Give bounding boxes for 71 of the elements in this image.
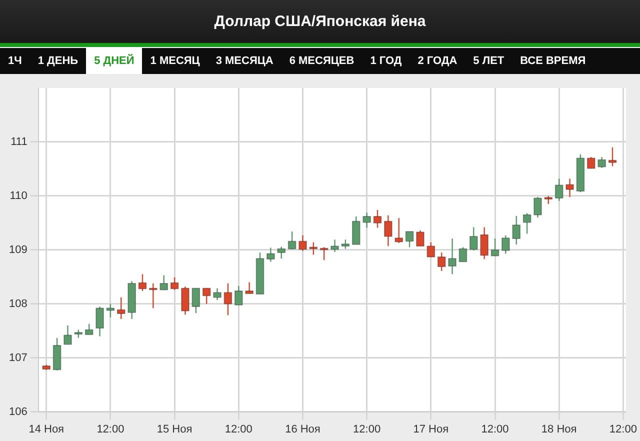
candlestick (566, 178, 574, 198)
x-tick-label: 16 Ноя (285, 423, 320, 436)
y-tick-label: 107 (8, 352, 28, 364)
candlestick (341, 239, 350, 250)
x-tick-label: 12:00 (353, 423, 381, 436)
candlestick (266, 247, 275, 262)
candlestick (170, 276, 179, 290)
x-tick-label: 12:00 (481, 423, 509, 436)
text: 5 ЛЕТ (472, 54, 506, 69)
text: 1 ДЕНЬ (36, 54, 80, 69)
y-tick-label: 111 (10, 136, 28, 148)
candlestick (490, 238, 500, 256)
candlestick (384, 214, 392, 247)
candlestick (330, 239, 339, 253)
candlestick (106, 303, 115, 318)
candlestick (288, 230, 296, 250)
candlestick (160, 274, 168, 290)
text: 3 МЕСЯЦА (214, 54, 274, 69)
candlestick (598, 156, 606, 168)
candlestick (298, 234, 307, 252)
candlestick (213, 288, 222, 301)
x-tick-label: 12:00 (224, 423, 252, 436)
y-tick-label: 108 (8, 298, 28, 310)
candlestick (117, 296, 126, 320)
candlestick (309, 242, 318, 256)
text: ВСЕ ВРЕМЯ (519, 54, 587, 69)
candlestick (277, 246, 286, 260)
y-tick-label: 110 (10, 190, 28, 202)
x-tick-label: 12:00 (609, 423, 637, 436)
candlestick (320, 246, 328, 261)
candlestick (352, 216, 360, 246)
candlestick (224, 282, 232, 316)
candlestick (202, 288, 211, 304)
candlestick (470, 226, 478, 252)
y-tick-label: 109 (8, 244, 28, 256)
candlestick (405, 230, 414, 248)
candlestick (373, 209, 382, 228)
candlestick (534, 196, 542, 218)
x-tick-label: 15 Ноя (156, 423, 192, 436)
candlestick (234, 285, 243, 306)
x-tick-label: 18 Ноя (541, 423, 577, 436)
candlestick (480, 226, 488, 260)
candlestick (192, 288, 200, 314)
text: 2 ГОДА (416, 54, 458, 69)
candlestick (512, 215, 521, 246)
candlestick (138, 274, 147, 292)
candlestick (502, 234, 510, 254)
text: 1 ГОД (369, 54, 403, 69)
candlestick (96, 306, 104, 337)
y-tick-label: 106 (8, 406, 28, 418)
text: 1Ч (7, 54, 23, 69)
candlestick (448, 238, 456, 275)
candlestick (522, 212, 532, 234)
candlestick (64, 324, 72, 345)
candlestick (587, 156, 596, 170)
text: 5 ДНЕЙ (86, 48, 142, 74)
candlestick (149, 282, 158, 309)
candlestick (437, 252, 446, 272)
x-tick-label: 14 Ноя (28, 423, 64, 436)
candlestick (458, 246, 468, 262)
chart-title: Доллар США/Японская йена (0, 0, 640, 47)
text: 6 МЕСЯЦЕВ (288, 54, 356, 69)
text: 1 МЕСЯЦ (149, 54, 201, 69)
candlestick (362, 212, 371, 228)
candlestick (426, 242, 436, 258)
candlestick (416, 230, 424, 247)
candlestick (554, 178, 564, 202)
x-tick-label: 17 Ноя (413, 423, 449, 436)
x-tick-label: 12:00 (96, 423, 124, 436)
candlestick (394, 217, 404, 244)
candlestick (181, 286, 190, 316)
